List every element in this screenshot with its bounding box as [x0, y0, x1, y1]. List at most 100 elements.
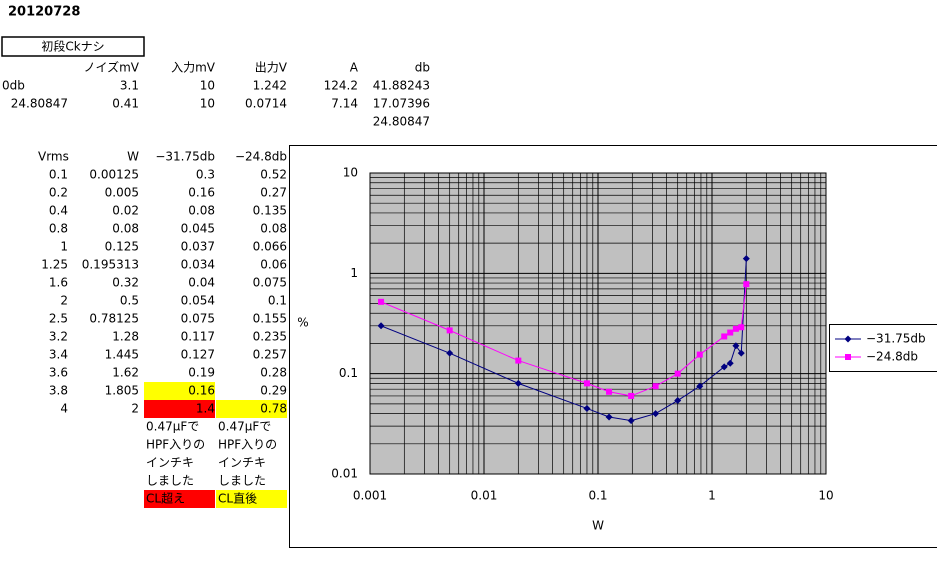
data-point	[605, 413, 613, 421]
data-point	[628, 392, 635, 399]
cell: 0.78125	[89, 312, 139, 326]
legend-label: −24.8db	[866, 350, 918, 364]
cell: 2.5	[49, 312, 68, 326]
cell: 1.6	[49, 276, 68, 290]
cell: 124.2	[324, 79, 358, 93]
column-header: Vrms	[38, 150, 69, 164]
plot-border	[369, 172, 827, 475]
cell: 0.054	[181, 294, 215, 308]
cell: 24.80847	[11, 97, 68, 111]
data-point	[737, 349, 745, 357]
data-point	[583, 404, 591, 412]
cell: 3.8	[49, 384, 68, 398]
cell: 0.125	[105, 240, 139, 254]
data-point	[742, 255, 750, 263]
cell: 0.27	[260, 186, 287, 200]
cell: 0.135	[253, 204, 287, 218]
tag-bg	[216, 490, 287, 508]
column-header: 出力V	[255, 61, 288, 75]
cell: 1.4	[196, 402, 215, 416]
cell: 0.0714	[245, 97, 287, 111]
cell: 0.3	[196, 168, 215, 182]
legend-marker	[845, 354, 851, 360]
cell: 0.08	[260, 222, 287, 236]
cell: 3.1	[120, 79, 139, 93]
cell: 0.28	[260, 366, 287, 380]
note: しました	[146, 474, 194, 488]
cell: 1.445	[105, 348, 139, 362]
cell: 0.32	[112, 276, 139, 290]
data-point	[378, 298, 385, 305]
note: 0.47μFで	[146, 420, 199, 434]
data-point	[696, 351, 703, 358]
data-point	[606, 388, 613, 395]
cell: 0.41	[112, 97, 139, 111]
data-point	[732, 325, 739, 332]
data-point	[743, 281, 750, 288]
cell: 0.075	[253, 276, 287, 290]
sheet-title: 20120728	[8, 5, 80, 20]
tag: CL直後	[218, 492, 257, 506]
column-header: A	[350, 61, 359, 75]
cell-highlight	[144, 382, 215, 400]
cell: 0.1	[268, 294, 287, 308]
y-axis-label: %	[297, 316, 308, 330]
cell: 0.1	[49, 168, 68, 182]
cell: 0.127	[181, 348, 215, 362]
cell: 1.25	[41, 258, 68, 272]
label-text: 初段Ckナシ	[41, 39, 104, 54]
cell: 0.257	[253, 348, 287, 362]
cell: 1.62	[112, 366, 139, 380]
legend-box	[829, 324, 937, 372]
cell: 7.14	[331, 97, 358, 111]
cell: 0db	[2, 79, 25, 93]
note: HPF入りの	[146, 438, 205, 452]
cell: 0.29	[260, 384, 287, 398]
data-point	[446, 327, 453, 334]
cell: 0.78	[260, 402, 287, 416]
x-tick-label: 10	[818, 489, 833, 503]
cell: 3.6	[49, 366, 68, 380]
cell: 2	[60, 294, 68, 308]
cell: 2	[131, 402, 139, 416]
data-point	[696, 382, 704, 390]
data-point	[727, 329, 734, 336]
y-tick-label: 10	[343, 166, 358, 180]
data-point	[721, 333, 728, 340]
column-header: −31.75db	[155, 150, 215, 164]
cell: 10	[200, 79, 215, 93]
note: インチキ	[218, 456, 266, 470]
cell: 4	[60, 402, 68, 416]
cell: 3.2	[49, 330, 68, 344]
y-tick-label: 0.1	[339, 366, 358, 380]
cell: 0.52	[260, 168, 287, 182]
note: 0.47μFで	[218, 420, 271, 434]
column-header: 入力mV	[171, 61, 216, 75]
data-point	[674, 370, 681, 377]
cell: 0.19	[188, 366, 215, 380]
cell: 0.117	[181, 330, 215, 344]
cell: 0.08	[112, 222, 139, 236]
data-point	[515, 357, 522, 364]
column-header: W	[127, 150, 139, 164]
note: しました	[218, 474, 266, 488]
cell: 1	[60, 240, 68, 254]
data-point	[738, 324, 745, 331]
cell: 0.08	[188, 204, 215, 218]
cell: 0.034	[181, 258, 215, 272]
x-tick-label: 1	[708, 489, 716, 503]
cell: 0.06	[260, 258, 287, 272]
series-line	[380, 258, 747, 422]
cell: 0.16	[188, 384, 215, 398]
legend-marker	[844, 335, 852, 343]
cell: 24.80847	[373, 115, 430, 129]
cell: 0.2	[49, 186, 68, 200]
cell: 1.242	[253, 79, 287, 93]
data-point	[720, 363, 728, 371]
cell: 0.075	[181, 312, 215, 326]
column-header: −24.8db	[235, 150, 287, 164]
cell: 1.28	[112, 330, 139, 344]
cell: 0.037	[181, 240, 215, 254]
tag: CL超え	[146, 491, 185, 506]
